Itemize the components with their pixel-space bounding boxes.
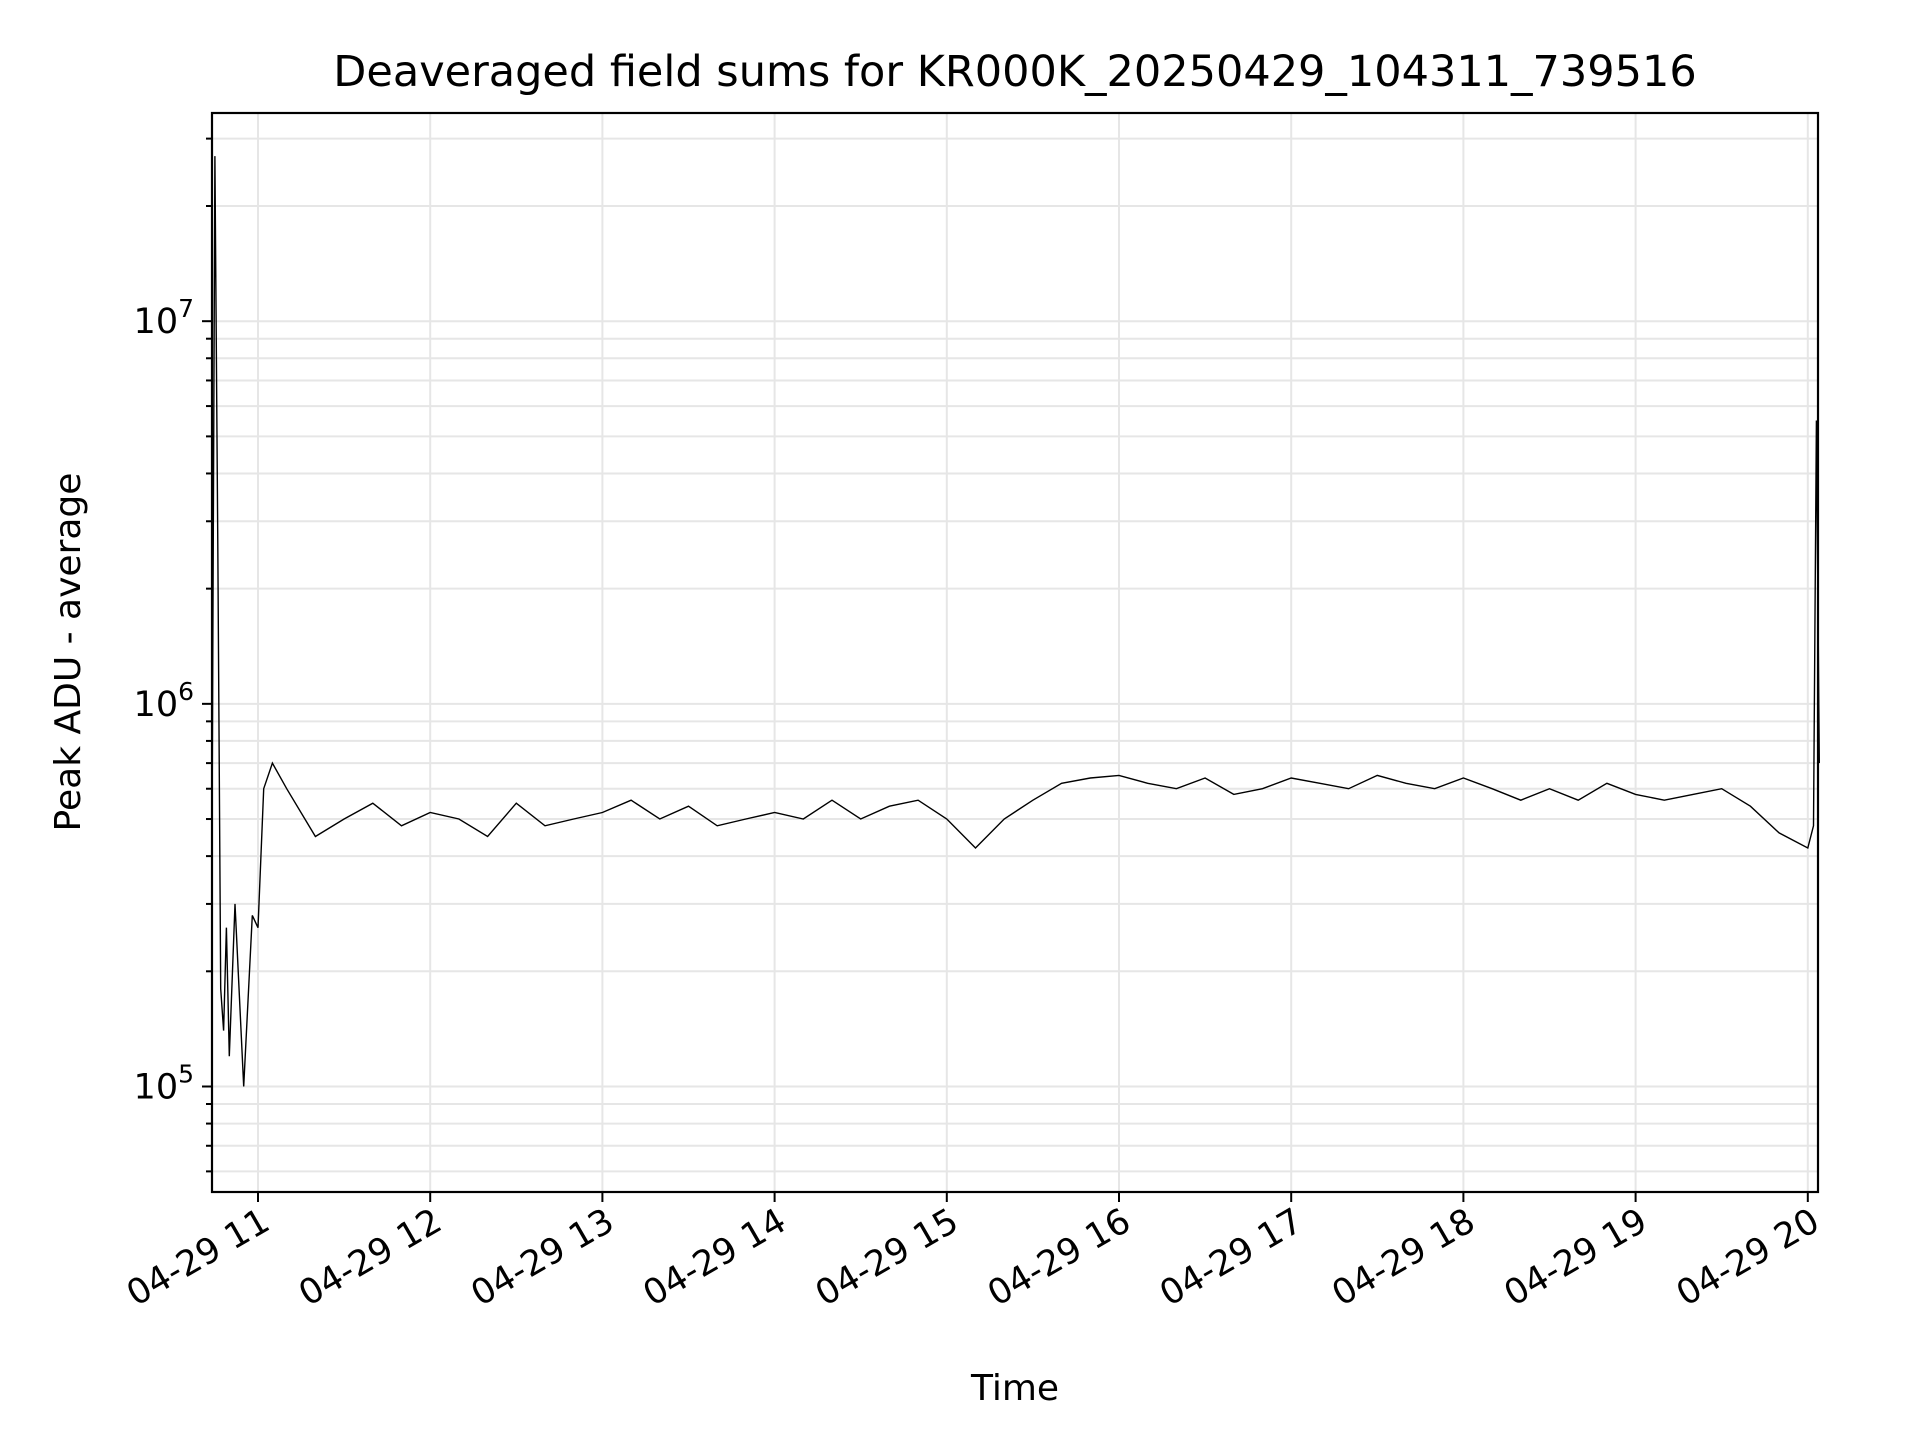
chart-title: Deaveraged field sums for KR000K_2025042…: [333, 47, 1696, 97]
plot-frame: [210, 111, 1820, 1194]
y-tick-label: 105: [134, 1059, 194, 1107]
y-axis-label: Peak ADU - average: [48, 473, 89, 832]
x-axis-label: Time: [970, 1368, 1059, 1409]
plot-area: [211, 156, 1821, 1087]
series-line: [211, 156, 1821, 1087]
y-tick-label: 107: [134, 294, 194, 342]
y-tick-label: 106: [134, 677, 194, 725]
grid-lines: [212, 113, 1818, 1192]
